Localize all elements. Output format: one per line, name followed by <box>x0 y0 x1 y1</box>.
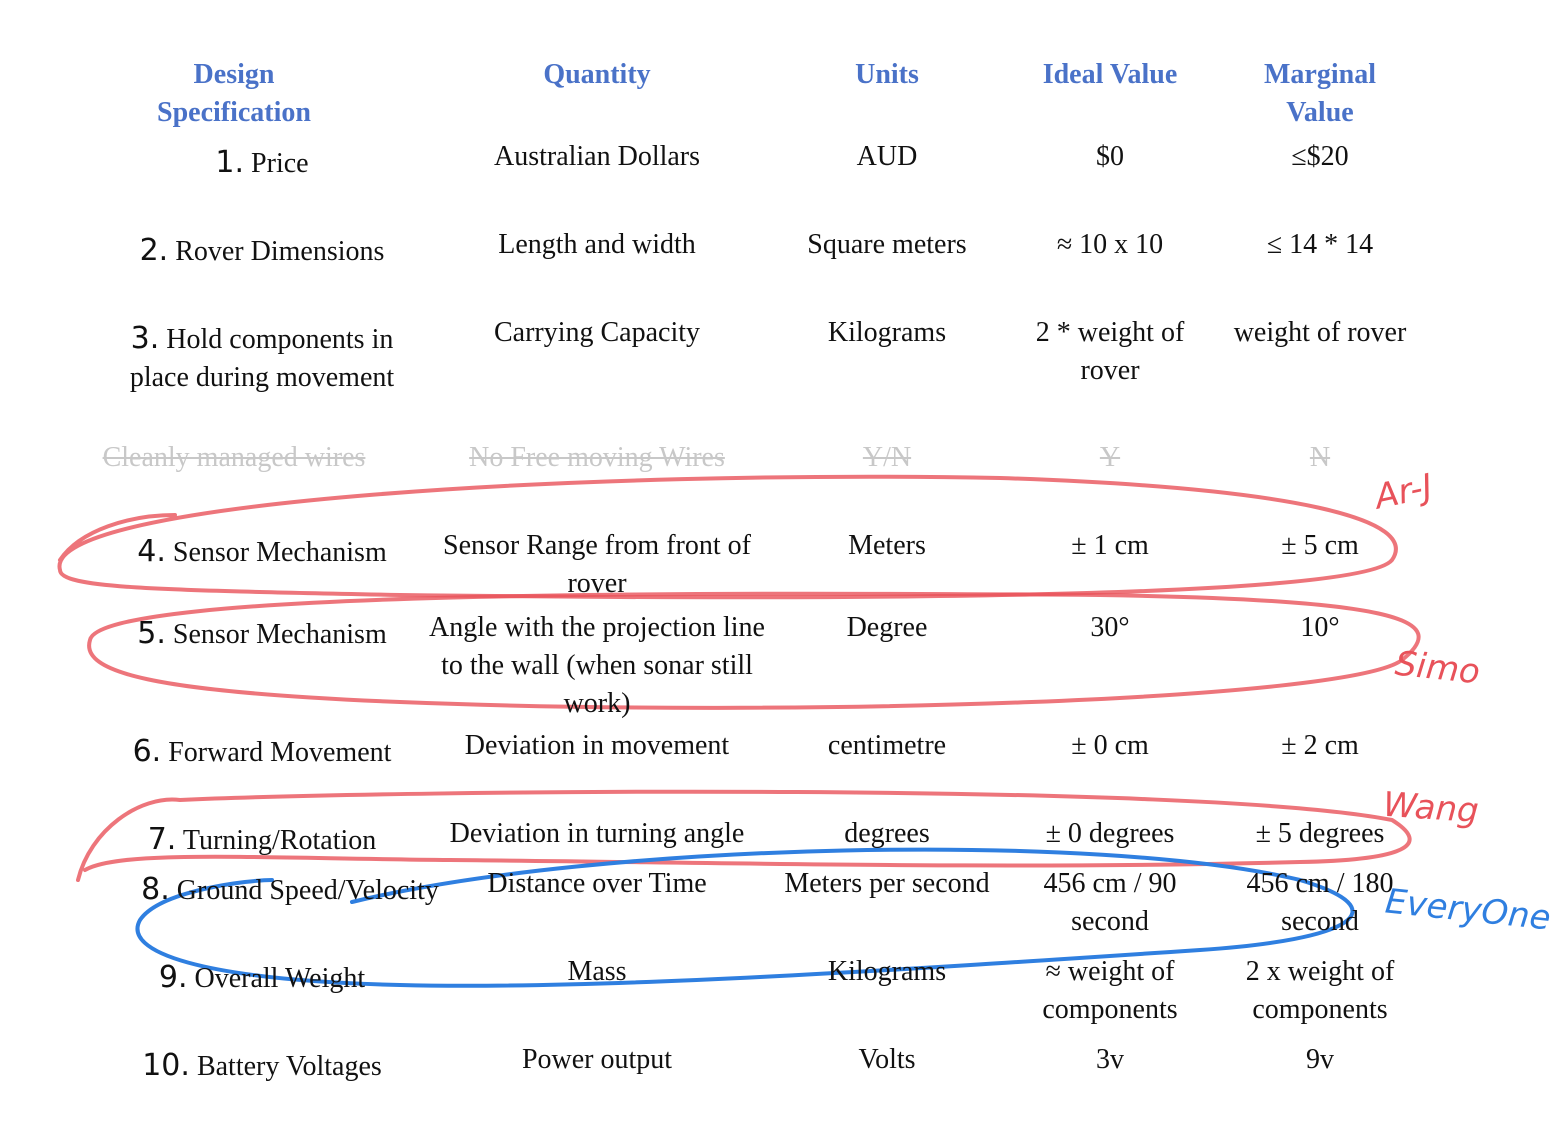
quantity-cell: Distance over Time <box>487 868 707 899</box>
spec-label: Battery Voltages <box>189 1051 382 1082</box>
marginal-cell: 10° <box>1300 612 1340 643</box>
units-cell: AUD <box>856 141 918 172</box>
units-cell: Kilograms <box>827 956 947 987</box>
ideal-cell: 456 cm / 90 second <box>1043 868 1177 937</box>
spec-label: Turning/Rotation <box>176 825 377 856</box>
struck-cell: Y/N <box>862 442 912 473</box>
quantity-cell: Sensor Range from front of rover <box>443 530 751 599</box>
marginal-cell: ± 5 degrees <box>1255 818 1385 849</box>
marginal-cell: 456 cm / 180 second <box>1246 868 1394 937</box>
spec-cell: 8. Ground Speed/Velocity <box>130 871 450 910</box>
spec-number: 3. <box>130 321 160 356</box>
ideal-cell: $0 <box>1096 141 1124 172</box>
units-cell: Volts <box>858 1044 916 1075</box>
spec-label: Forward Movement <box>161 737 392 768</box>
red-circle <box>87 591 1421 710</box>
blue-circle <box>135 847 1355 988</box>
spec-number: 10. <box>142 1048 190 1083</box>
spec-number: 8. <box>141 872 170 907</box>
ideal-cell: ± 0 degrees <box>1045 818 1175 849</box>
struck-cell: Y <box>1099 442 1121 473</box>
spec-label: Price <box>244 148 309 179</box>
struck-cell: No Free moving Wires <box>469 442 725 473</box>
red-circle <box>76 789 1412 882</box>
ideal-cell: 2 * weight of rover <box>1035 317 1185 386</box>
spec-number: 2. <box>139 233 169 268</box>
quantity-cell: Australian Dollars <box>493 141 701 172</box>
units-cell: Meters <box>848 530 926 561</box>
quantity-cell: Length and width <box>498 229 696 260</box>
struck-cell: Cleanly managed wires <box>102 442 366 473</box>
spec-cell: 5. Sensor Mechanism <box>102 615 422 654</box>
quantity-cell: Power output <box>521 1044 673 1075</box>
spec-cell: 3. Hold components in place during movem… <box>102 320 422 397</box>
red-circle <box>57 474 1398 600</box>
spec-cell: 6. Forward Movement <box>102 733 422 772</box>
spec-cell: 1. Price <box>102 144 422 183</box>
spec-number: 7. <box>147 822 177 857</box>
column-header: Quantity <box>543 59 651 90</box>
spec-label: Ground Speed/Velocity <box>169 875 439 906</box>
column-header: Units <box>855 59 919 90</box>
quantity-cell: Deviation in movement <box>464 730 730 761</box>
spec-number: 1. <box>215 145 245 180</box>
spec-number: 9. <box>158 960 188 995</box>
ideal-cell: ± 0 cm <box>1071 730 1149 761</box>
spec-label: Rover Dimensions <box>168 236 385 267</box>
marginal-cell: 9v <box>1306 1044 1334 1075</box>
spec-cell: 2. Rover Dimensions <box>102 232 422 271</box>
column-header: Design Specification <box>157 59 311 128</box>
spec-label: Sensor Mechanism <box>165 537 387 568</box>
handwritten-note: Wang <box>1381 784 1481 832</box>
marginal-cell: ± 2 cm <box>1281 730 1359 761</box>
marginal-cell: ± 5 cm <box>1281 530 1359 561</box>
spec-number: 4. <box>137 534 166 569</box>
spec-label: Overall Weight <box>187 963 366 994</box>
marginal-cell: ≤ 14 * 14 <box>1266 229 1374 260</box>
ideal-cell: 3v <box>1096 1044 1124 1075</box>
struck-cell: N <box>1309 442 1331 473</box>
ideal-cell: ≈ 10 x 10 <box>1056 229 1164 260</box>
spec-number: 6. <box>132 734 162 769</box>
spec-cell: 9. Overall Weight <box>102 959 422 998</box>
marginal-cell: ≤$20 <box>1291 141 1349 172</box>
quantity-cell: Mass <box>567 956 627 987</box>
units-cell: Kilograms <box>827 317 947 348</box>
units-cell: Meters per second <box>784 868 990 899</box>
units-cell: centimetre <box>827 730 947 761</box>
ideal-cell: 30° <box>1090 612 1130 643</box>
column-header: Marginal Value <box>1264 59 1376 128</box>
spec-label: Sensor Mechanism <box>165 619 387 650</box>
units-cell: Square meters <box>807 229 967 260</box>
ideal-cell: ± 1 cm <box>1071 530 1149 561</box>
units-cell: degrees <box>844 818 930 849</box>
spec-cell: 4. Sensor Mechanism <box>102 533 422 572</box>
marginal-cell: weight of rover <box>1233 317 1407 348</box>
spec-cell: 10. Battery Voltages <box>102 1047 422 1086</box>
units-cell: Degree <box>846 612 928 643</box>
marginal-cell: 2 x weight of components <box>1245 956 1395 1025</box>
quantity-cell: Carrying Capacity <box>493 317 701 348</box>
quantity-cell: Deviation in turning angle <box>449 818 745 849</box>
spec-label: Hold components in place during movement <box>129 324 395 393</box>
column-header: Ideal Value <box>1042 59 1178 90</box>
spec-number: 5. <box>137 616 166 651</box>
spec-cell: 7. Turning/Rotation <box>102 821 422 860</box>
quantity-cell: Angle with the projection line to the wa… <box>429 612 765 719</box>
ideal-cell: ≈ weight of components <box>1042 956 1178 1025</box>
